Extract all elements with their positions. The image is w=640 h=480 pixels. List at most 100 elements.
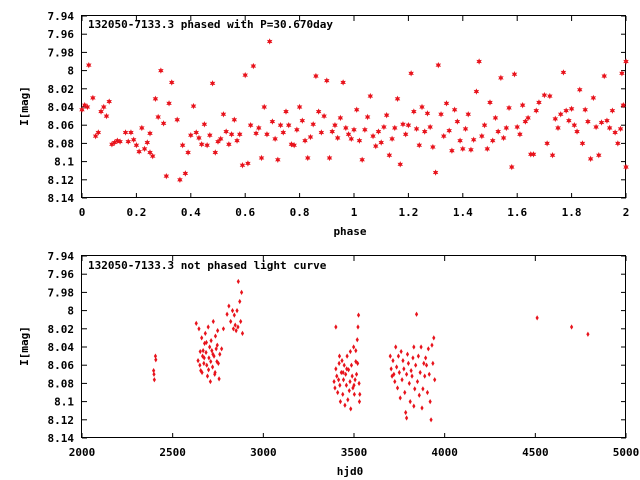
data-point [406, 360, 410, 366]
y-tick-label: 8.08 [48, 137, 75, 150]
y-tick-label: 7.94 [48, 250, 75, 263]
data-point [212, 149, 219, 156]
data-point [122, 129, 129, 136]
data-point [348, 378, 352, 385]
data-point [174, 116, 180, 123]
data-point [388, 353, 392, 359]
data-point [206, 324, 210, 330]
data-point [201, 121, 208, 128]
data-point [337, 360, 341, 366]
data-point [585, 118, 591, 125]
data-point [579, 140, 586, 147]
data-point [402, 131, 409, 138]
data-point [349, 406, 353, 412]
data-point [352, 391, 356, 397]
data-point [402, 366, 406, 372]
y-tick-label: 8 [67, 305, 74, 318]
data-point [344, 382, 348, 388]
data-point [528, 151, 534, 158]
data-point [79, 106, 85, 113]
data-point [261, 103, 268, 111]
data-point [190, 102, 197, 110]
y-tick-label: 8.12 [48, 174, 75, 187]
data-point [416, 142, 423, 149]
data-point [275, 156, 281, 163]
data-point [419, 344, 423, 350]
data-point [334, 134, 341, 142]
data-point [253, 130, 259, 137]
data-point [220, 111, 227, 118]
x-axis-label: hjd0 [337, 465, 364, 478]
data-point [228, 131, 235, 138]
data-point [318, 129, 325, 136]
data-point [378, 139, 384, 146]
data-point [350, 373, 354, 379]
data-point [149, 152, 156, 160]
data-point [427, 371, 431, 377]
data-point [440, 132, 447, 140]
data-point [229, 318, 233, 325]
data-point [390, 373, 394, 379]
data-point [152, 377, 156, 383]
data-point [236, 324, 240, 330]
data-point [307, 133, 314, 141]
data-point [566, 117, 572, 124]
data-point [423, 373, 427, 379]
data-point [347, 388, 351, 394]
data-point [141, 145, 148, 153]
data-point [549, 152, 556, 159]
data-point [204, 142, 210, 149]
data-point [432, 169, 439, 176]
data-point [291, 142, 297, 149]
data-point [125, 138, 132, 145]
data-point [209, 338, 213, 344]
data-point [326, 154, 333, 162]
data-point [220, 346, 224, 352]
data-point [213, 369, 217, 376]
data-point [133, 142, 140, 149]
data-point [200, 335, 204, 341]
x-tick-label: 2 [623, 206, 630, 219]
data-point [495, 128, 501, 135]
data-point [209, 358, 213, 365]
data-point [514, 123, 520, 131]
data-point [393, 378, 397, 385]
data-point [421, 386, 425, 392]
data-point [221, 326, 226, 332]
data-point [302, 137, 308, 144]
data-point [198, 362, 202, 368]
x-axis-label: phase [333, 225, 366, 238]
y-tick-label: 8.14 [48, 432, 75, 445]
data-point [530, 151, 537, 158]
data-point [203, 330, 207, 336]
data-point [432, 335, 436, 341]
data-point [239, 318, 243, 325]
data-point [196, 134, 202, 142]
data-point [429, 417, 433, 423]
data-point [615, 140, 621, 147]
data-point [213, 333, 218, 339]
data-point [337, 114, 344, 122]
data-point [536, 99, 542, 106]
data-point [446, 127, 452, 134]
data-point [205, 373, 210, 379]
data-point [427, 123, 433, 131]
data-point [345, 366, 349, 372]
data-point [355, 337, 359, 343]
y-tick-label: 7.94 [48, 10, 75, 23]
data-point [586, 331, 590, 337]
data-points [152, 278, 590, 423]
data-point [391, 358, 395, 364]
data-point [215, 342, 219, 348]
data-point [587, 155, 594, 163]
data-point [256, 124, 262, 132]
data-point [517, 131, 523, 138]
data-point [236, 131, 243, 138]
data-point [544, 140, 550, 147]
data-point [163, 172, 170, 180]
data-point [166, 100, 172, 107]
data-point [230, 308, 235, 314]
data-point [179, 142, 186, 149]
data-point [130, 136, 137, 143]
